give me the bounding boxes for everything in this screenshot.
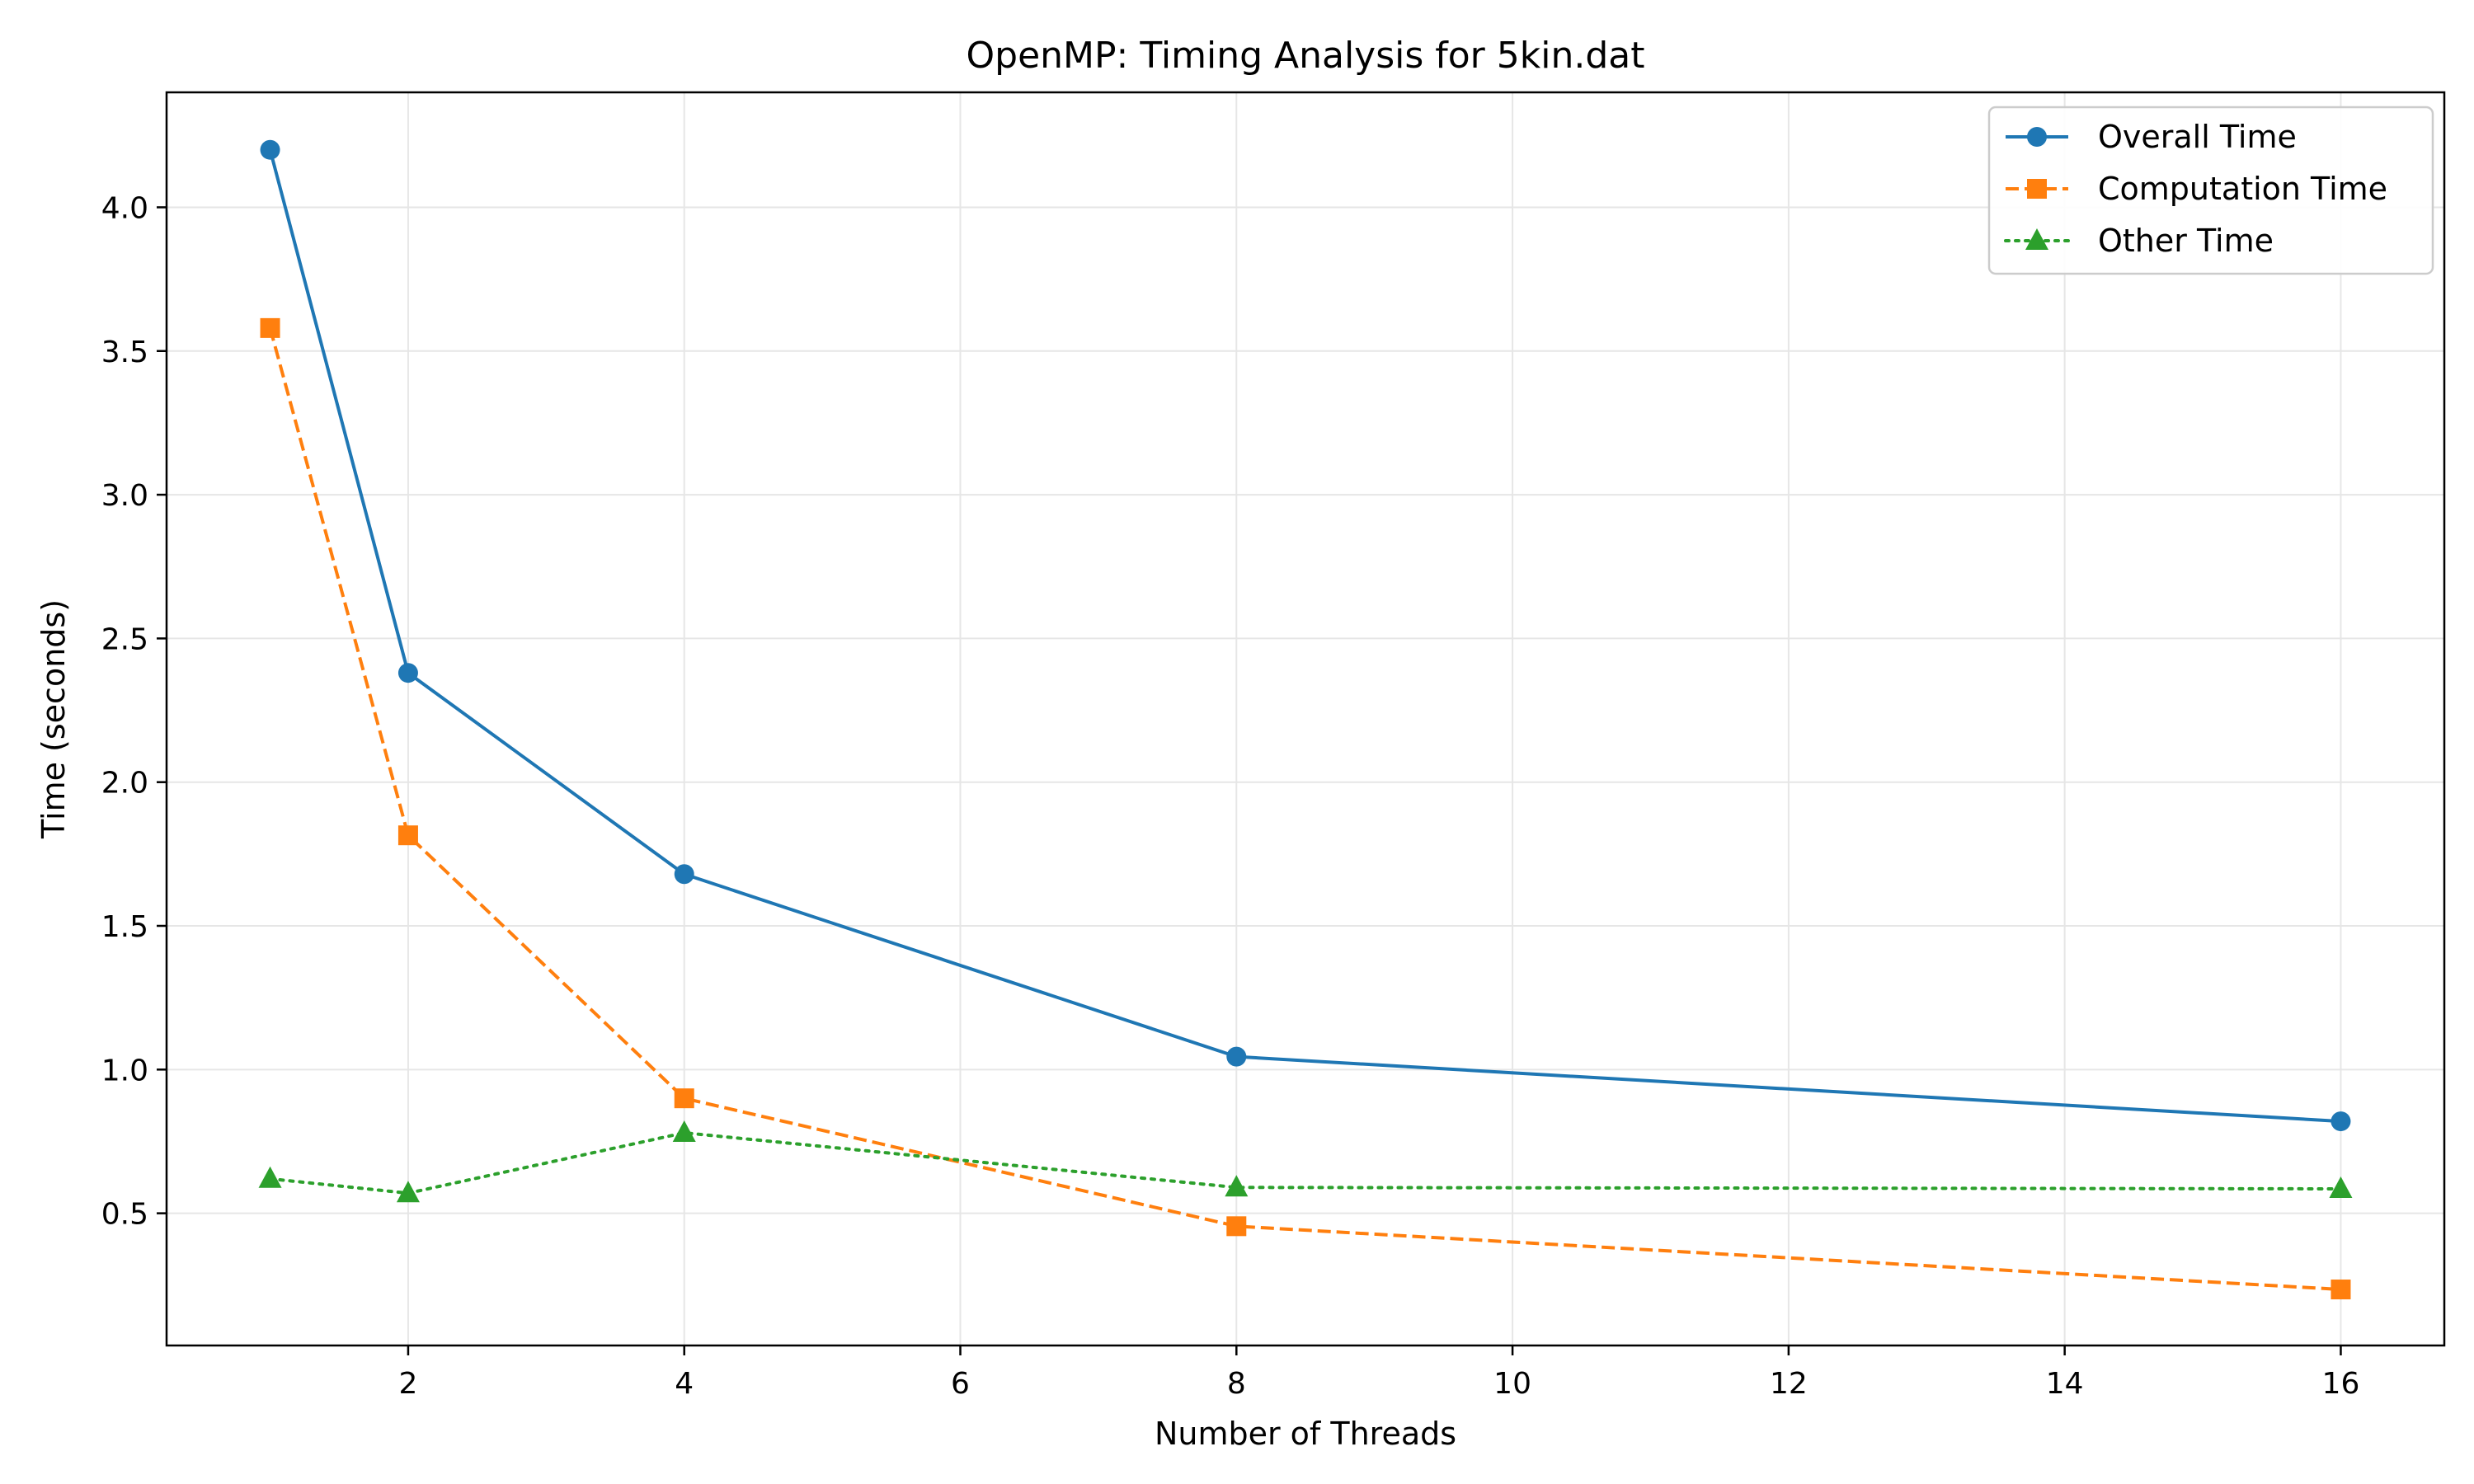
y-tick-label: 3.5 xyxy=(101,336,148,369)
y-tick-label: 4.0 xyxy=(101,191,148,225)
legend-label: Overall Time xyxy=(2098,119,2297,155)
data-point-overall-time xyxy=(674,864,694,885)
data-point-overall-time xyxy=(397,663,418,683)
series-overall-time xyxy=(260,139,2351,1132)
x-tick-label: 12 xyxy=(1770,1367,1808,1401)
data-point-computation-time xyxy=(260,317,280,338)
y-tick-label: 0.5 xyxy=(101,1198,148,1232)
x-tick-label: 14 xyxy=(2046,1367,2084,1401)
legend-box xyxy=(1987,106,2434,275)
series-layer xyxy=(258,139,2353,1300)
x-tick-label: 10 xyxy=(1493,1367,1531,1401)
plot-area-frame xyxy=(165,91,2446,1347)
legend-entry-computation-time: Computation Time xyxy=(2006,171,2387,207)
series-line-other-time xyxy=(268,1131,2343,1195)
data-point-computation-time xyxy=(397,825,418,846)
grid xyxy=(167,92,2444,1345)
series-line-computation-time xyxy=(268,327,2341,1292)
legend-marker xyxy=(2025,228,2048,250)
data-point-other-time xyxy=(1225,1175,1249,1197)
data-point-other-time xyxy=(396,1181,420,1203)
y-tick-label: 1.5 xyxy=(101,910,148,944)
axis-ticks: 2 4 6 8 10 12 14 16 0.5 1.0 1.5 2.0 2.5 3.0 3.5 4.0 xyxy=(101,191,2360,1401)
data-point-computation-time xyxy=(2331,1280,2351,1300)
legend-entry-overall-time: Overall Time xyxy=(2006,119,2297,155)
y-axis-label: Time (seconds) xyxy=(35,599,72,839)
legend-marker xyxy=(2027,179,2047,199)
y-tick-label: 1.0 xyxy=(101,1054,148,1087)
y-tick-label: 2.5 xyxy=(101,622,148,656)
data-point-overall-time xyxy=(2331,1111,2351,1132)
data-point-other-time xyxy=(258,1166,282,1188)
legend: Overall Time Computation Time Other Time xyxy=(1987,106,2434,275)
x-axis-label: Number of Threads xyxy=(1155,1416,1456,1452)
data-point-computation-time xyxy=(674,1088,694,1109)
chart-title: OpenMP: Timing Analysis for 5kin.dat xyxy=(967,35,1645,77)
x-tick-label: 4 xyxy=(675,1367,694,1401)
legend-label: Other Time xyxy=(2098,223,2274,259)
legend-label: Computation Time xyxy=(2098,171,2387,207)
series-other-time xyxy=(258,1120,2353,1203)
series-computation-time xyxy=(260,317,2351,1300)
data-point-overall-time xyxy=(260,139,280,160)
data-point-other-time xyxy=(672,1120,696,1143)
x-tick-label: 2 xyxy=(398,1367,417,1401)
y-tick-label: 2.0 xyxy=(101,767,148,801)
legend-entry-other-time: Other Time xyxy=(2004,223,2274,259)
x-tick-label: 8 xyxy=(1227,1367,1246,1401)
x-tick-label: 16 xyxy=(2322,1367,2360,1401)
legend-marker xyxy=(2027,127,2047,147)
x-tick-label: 6 xyxy=(951,1367,970,1401)
data-point-other-time xyxy=(2329,1176,2353,1198)
data-point-computation-time xyxy=(1226,1216,1247,1237)
y-tick-label: 3.0 xyxy=(101,479,148,513)
data-point-overall-time xyxy=(1226,1046,1247,1067)
series-line-overall-time xyxy=(268,149,2341,1124)
